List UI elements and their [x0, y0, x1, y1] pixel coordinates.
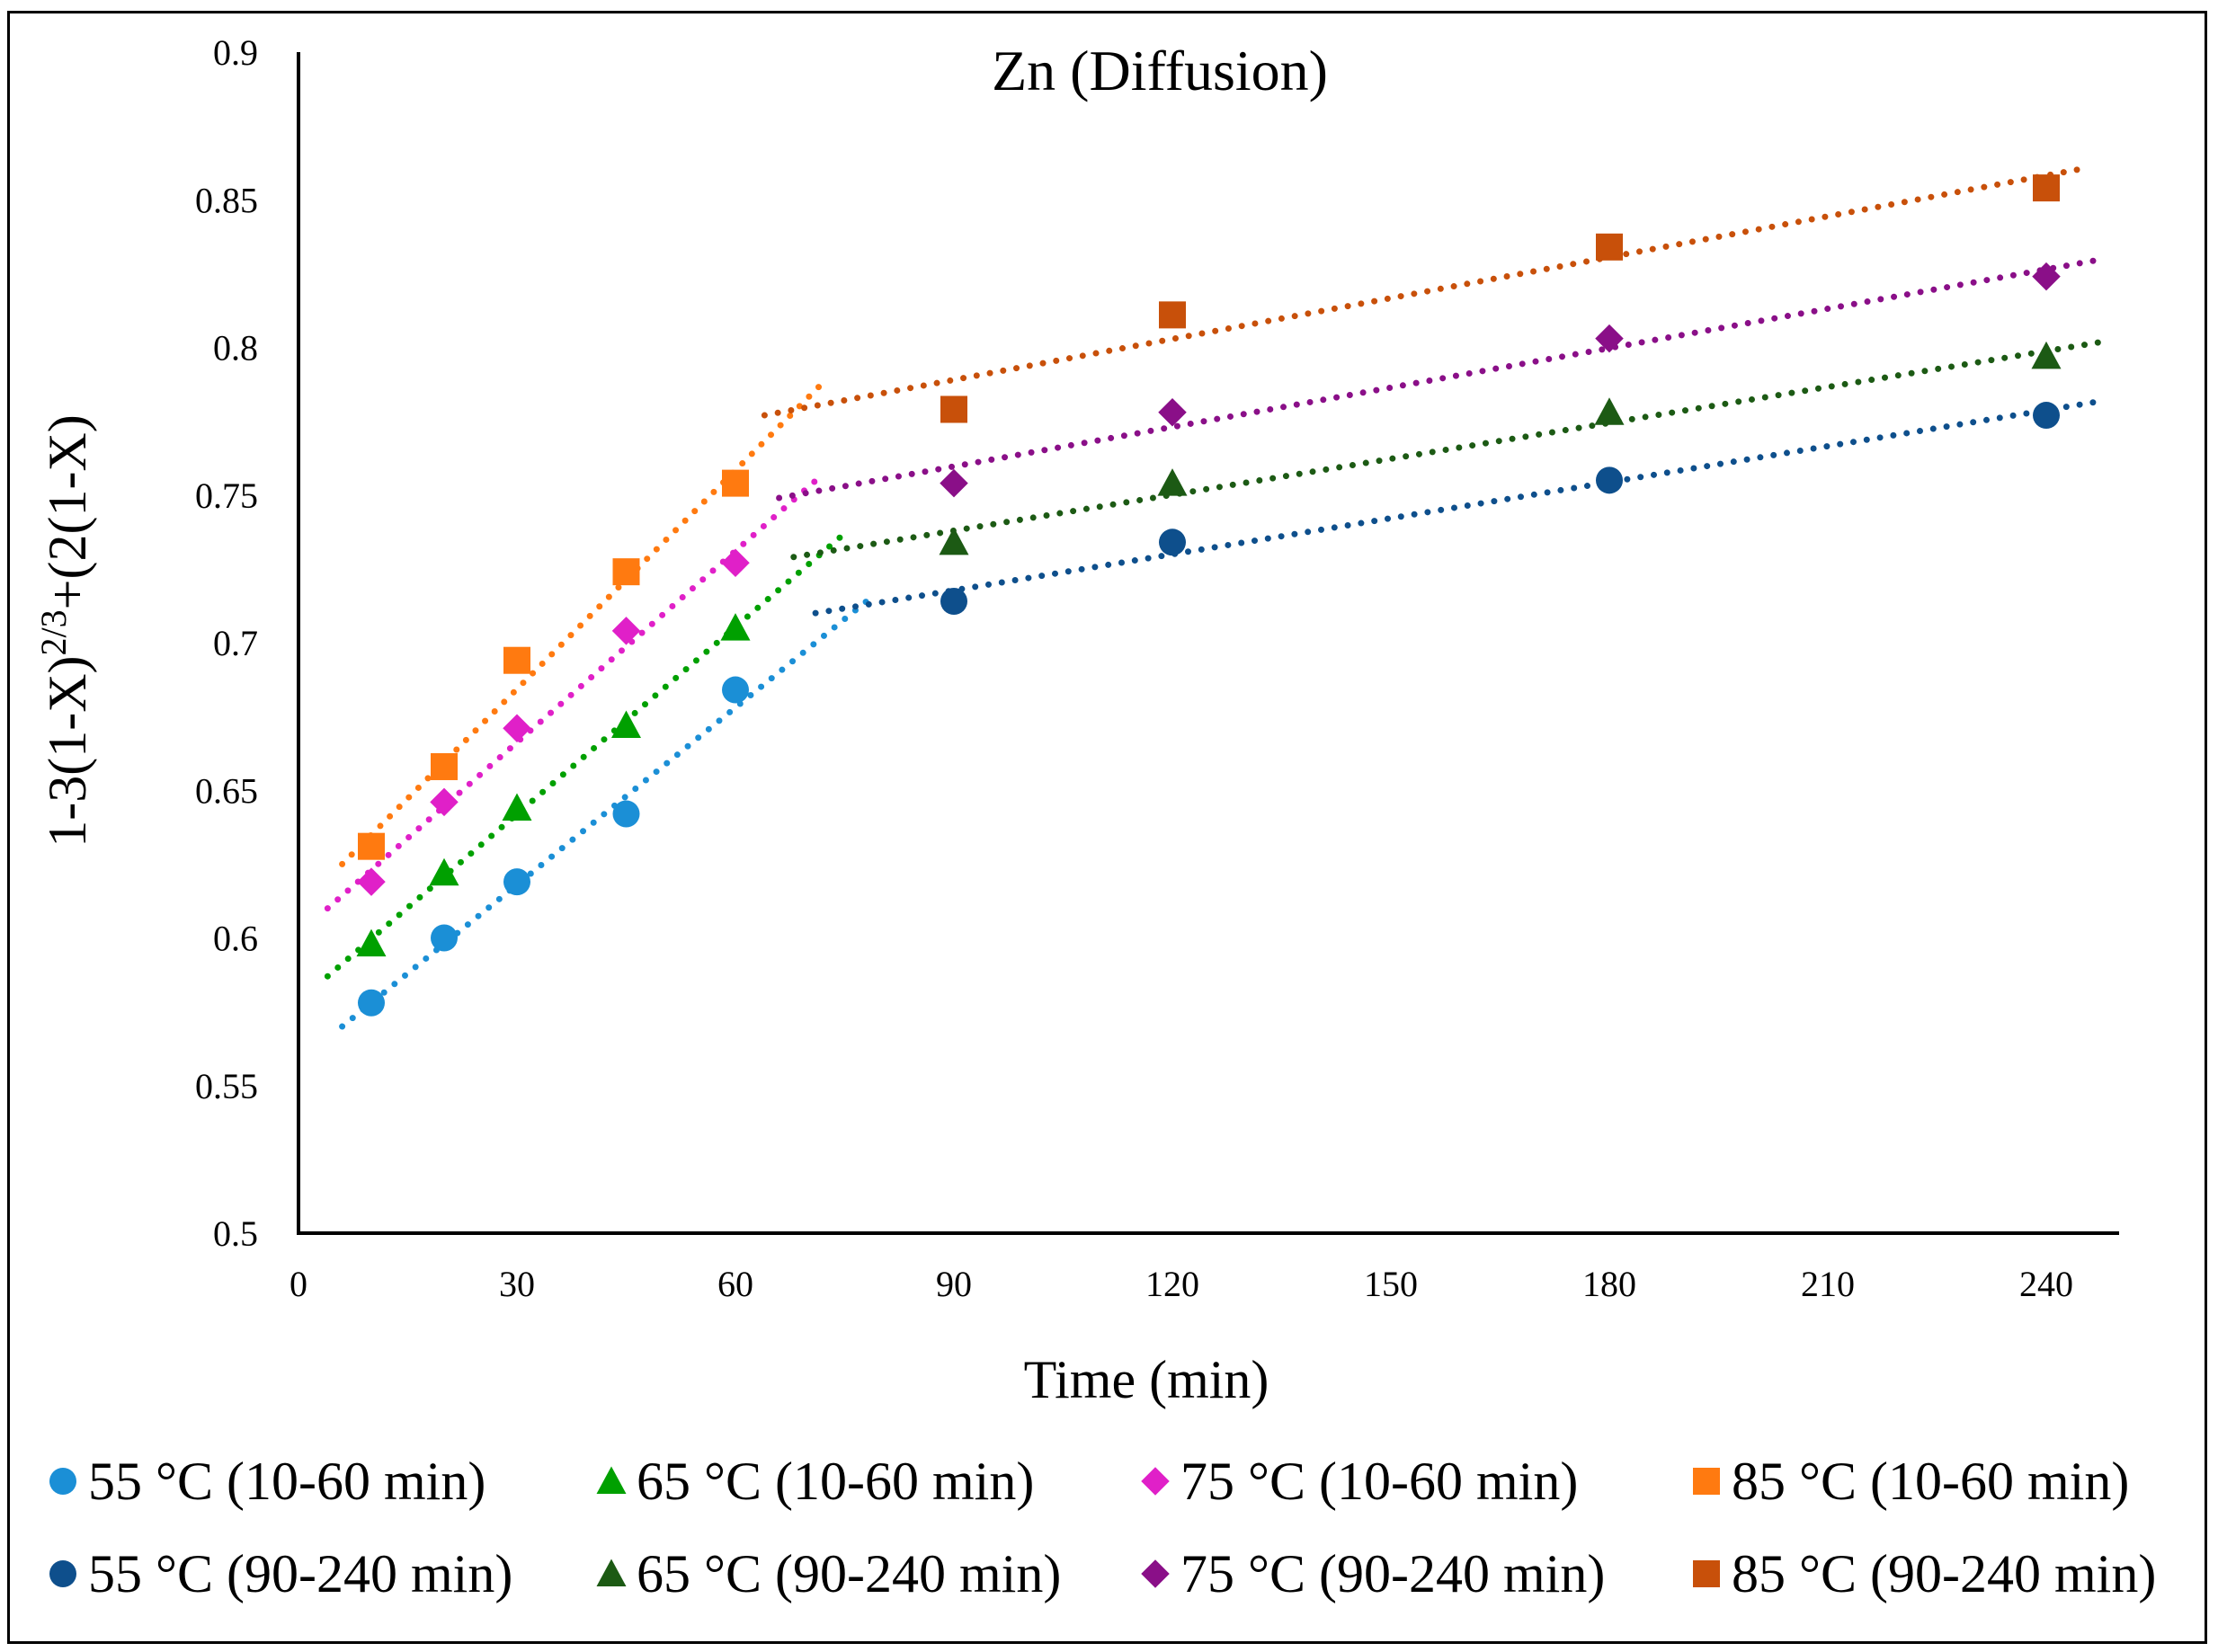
trendline-series-1 — [339, 591, 877, 1030]
data-point-series-8 — [2033, 174, 2060, 202]
legend-item: 85 °C (10-60 min) — [1693, 1452, 2129, 1511]
data-point-series-5 — [1159, 528, 1186, 556]
x-tick-label: 240 — [2019, 1264, 2073, 1304]
legend-marker — [596, 1559, 627, 1587]
data-point-series-4 — [722, 469, 749, 497]
legend-marker — [596, 1466, 627, 1495]
legend-label: 65 °C (10-60 min) — [637, 1452, 1034, 1511]
legend-label: 65 °C (90-240 min) — [637, 1544, 1061, 1603]
data-point-series-5 — [2033, 402, 2060, 430]
data-point-series-2 — [356, 928, 387, 957]
data-point-series-7 — [1595, 324, 1624, 353]
data-point-series-1 — [358, 989, 385, 1017]
y-tick-label: 0.5 — [213, 1213, 258, 1254]
data-point-series-8 — [1596, 233, 1623, 261]
trendline-series-2 — [324, 529, 848, 980]
y-tick-label: 0.6 — [213, 919, 258, 959]
x-axis-title: Time (min) — [1024, 1350, 1269, 1409]
trendline-series-8 — [761, 164, 2094, 419]
trendline-series-5 — [812, 397, 2108, 617]
data-point-series-1 — [612, 800, 640, 828]
legend-label: 85 °C (90-240 min) — [1732, 1544, 2156, 1603]
legend-label: 75 °C (90-240 min) — [1180, 1544, 1605, 1603]
data-point-series-5 — [940, 588, 967, 616]
legend-marker — [1141, 1467, 1170, 1496]
data-point-series-1 — [722, 676, 749, 704]
data-point-series-4 — [358, 832, 385, 860]
trendline-series-6 — [790, 338, 2108, 561]
legend-item: 65 °C (90-240 min) — [596, 1544, 1061, 1603]
data-point-series-3 — [430, 787, 459, 817]
x-tick-label: 90 — [936, 1264, 972, 1304]
data-point-series-2 — [429, 857, 459, 886]
data-point-series-3 — [503, 714, 531, 743]
data-point-series-4 — [612, 558, 640, 586]
y-tick-label: 0.55 — [195, 1066, 258, 1106]
y-axis-title-superscript: 2/3 — [33, 609, 74, 655]
data-point-series-6 — [2031, 341, 2062, 369]
data-point-series-7 — [940, 468, 968, 498]
data-point-series-3 — [357, 867, 386, 896]
x-tick-label: 210 — [1801, 1264, 1855, 1304]
data-point-series-4 — [431, 752, 458, 780]
axes: 0 30 60 90 120 150 180 210 240 0.5 0.55 0.6 0.65 0.7 0… — [195, 32, 2119, 1304]
legend: 55 °C (10-60 min) 65 °C (10-60 min) 75 °C … — [49, 1452, 2156, 1603]
legend-marker — [1693, 1560, 1720, 1587]
data-point-series-6 — [1594, 397, 1625, 425]
data-point-series-2 — [720, 613, 751, 641]
data-points — [356, 174, 2062, 1017]
x-tick-label: 60 — [717, 1264, 753, 1304]
y-tick-label: 0.65 — [195, 770, 258, 811]
data-point-series-3 — [721, 548, 750, 578]
legend-label: 75 °C (10-60 min) — [1180, 1452, 1578, 1511]
legend-item: 55 °C (90-240 min) — [49, 1544, 512, 1603]
trendline-series-3 — [324, 471, 826, 912]
data-point-series-3 — [611, 617, 641, 645]
y-axis-title-main: 1-3(1-X) — [38, 655, 97, 847]
legend-item: 55 °C (10-60 min) — [49, 1452, 485, 1511]
y-tick-label: 0.75 — [195, 475, 258, 516]
data-point-series-6 — [1157, 468, 1188, 496]
legend-marker — [1141, 1559, 1170, 1588]
data-point-series-8 — [940, 395, 967, 423]
x-tick-label: 180 — [1582, 1264, 1636, 1304]
legend-item: 65 °C (10-60 min) — [596, 1452, 1034, 1511]
y-tick-label: 0.8 — [213, 328, 258, 369]
data-point-series-5 — [1596, 466, 1623, 494]
legend-label: 55 °C (10-60 min) — [88, 1452, 485, 1511]
data-point-series-4 — [503, 646, 530, 674]
legend-marker — [1693, 1468, 1720, 1495]
y-tick-label: 0.9 — [213, 32, 258, 73]
data-point-series-2 — [502, 793, 532, 821]
data-point-series-2 — [611, 710, 641, 739]
y-axis-title-tail: +(2(1-X) — [38, 414, 97, 609]
legend-item: 75 °C (10-60 min) — [1141, 1452, 1578, 1511]
x-tick-label: 0 — [289, 1264, 307, 1304]
x-tick-label: 150 — [1364, 1264, 1418, 1304]
legend-label: 55 °C (90-240 min) — [88, 1544, 512, 1603]
data-point-series-6 — [939, 527, 969, 555]
y-tick-label: 0.7 — [213, 623, 258, 663]
y-axis-title: 1-3(1-X)2/3+(2(1-X) — [33, 414, 97, 847]
trendlines — [324, 164, 2108, 1030]
x-tick-label: 120 — [1145, 1264, 1199, 1304]
data-point-series-1 — [503, 868, 530, 896]
x-tick-label: 30 — [499, 1264, 535, 1304]
y-tick-label: 0.85 — [195, 180, 258, 220]
chart-title: Zn (Diffusion) — [992, 39, 1328, 102]
data-point-series-7 — [2032, 262, 2061, 291]
legend-marker — [49, 1468, 76, 1495]
data-point-series-1 — [431, 924, 458, 952]
trendline-series-7 — [776, 255, 2108, 502]
data-point-series-7 — [1158, 398, 1187, 427]
legend-item: 75 °C (90-240 min) — [1141, 1544, 1605, 1603]
trendline-series-4 — [339, 379, 826, 867]
chart-frame — [7, 11, 2207, 1644]
legend-marker — [49, 1560, 76, 1587]
legend-label: 85 °C (10-60 min) — [1732, 1452, 2129, 1511]
data-point-series-8 — [1159, 301, 1186, 329]
legend-item: 85 °C (90-240 min) — [1693, 1544, 2156, 1603]
